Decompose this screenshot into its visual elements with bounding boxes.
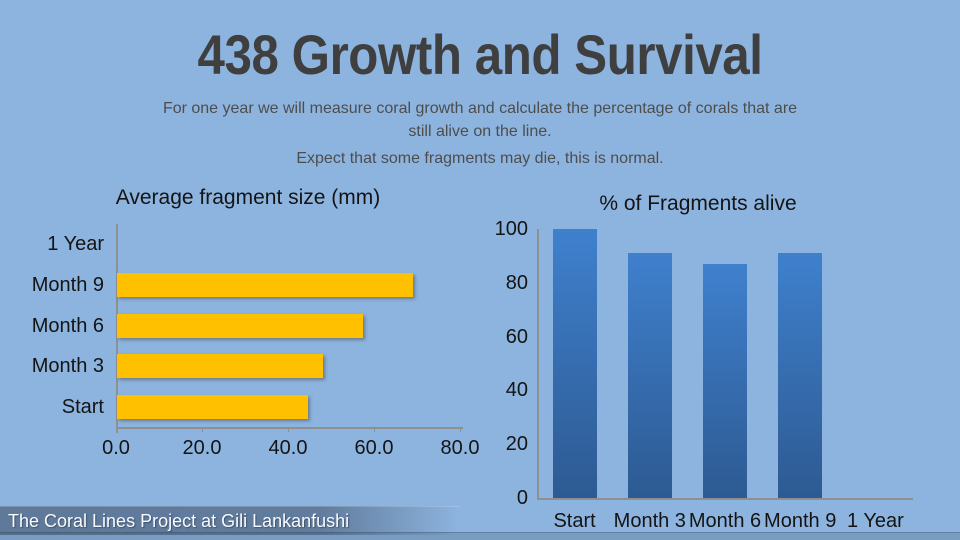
- subtitle-line-2: still alive on the line.: [408, 123, 552, 140]
- x-tick-60-0: [373, 427, 375, 432]
- y-axis-line: [116, 224, 118, 433]
- slide-title: 438 Growth and Survival: [0, 24, 960, 86]
- category-label-start: Start: [553, 510, 596, 532]
- y-tick-label-20: 20: [505, 433, 528, 456]
- chart-percent-fragments-alive: % of Fragments alive 0 20 40 60 80 100 Start Mo…: [478, 192, 918, 538]
- x-axis-line: [116, 427, 463, 429]
- footer-band: The Coral Lines Project at Gili Lankanfu…: [0, 506, 460, 535]
- bar-month-6: [703, 263, 747, 498]
- chart-right-plot: 0 20 40 60 80 100 Start Month 3 Month 6 Month 9 1 …: [478, 192, 918, 538]
- category-label-1-year: 1 Year: [47, 233, 104, 256]
- category-label-month-3: Month 3: [613, 510, 686, 532]
- slide-title-text: 438 Growth and Survival: [197, 23, 763, 86]
- slide-subtitle: For one year we will measure coral growt…: [0, 97, 960, 170]
- y-tick-label-0: 0: [516, 487, 528, 509]
- x-tick-20-0: [201, 427, 203, 432]
- bar-month-3: [627, 253, 672, 498]
- chart-average-fragment-size: Average fragment size (mm) 1 Year Month 9…: [18, 186, 480, 476]
- chart-left-plot: 1 Year Month 9 Month 6 Month 3 Start 0.0 20.0 4…: [18, 186, 479, 476]
- category-label-start: Start: [61, 395, 104, 418]
- category-label-month-3: Month 3: [31, 355, 104, 378]
- chart-right-title: % of Fragments alive: [599, 192, 797, 215]
- y-tick-label-60: 60: [505, 325, 528, 348]
- subtitle-line-3: Expect that some fragments may die, this…: [296, 150, 664, 167]
- y-tick-label-80: 80: [505, 271, 528, 294]
- x-tick-40-0: [287, 427, 289, 432]
- x-tick-label-20-0: 20.0: [182, 437, 222, 459]
- bar-start: [552, 229, 597, 498]
- category-label-month-6: Month 6: [688, 510, 762, 532]
- x-tick-80-0: [459, 427, 461, 432]
- x-tick-label-0-0: 0.0: [102, 437, 130, 459]
- bar-start: [117, 394, 308, 419]
- category-label-month-9: Month 9: [31, 273, 104, 296]
- bar-month-9: [778, 253, 823, 498]
- x-tick-label-60-0: 60.0: [354, 437, 394, 459]
- chart-left-title: Average fragment size (mm): [115, 186, 381, 209]
- y-axis-line: [537, 229, 539, 498]
- bar-month-9: [117, 272, 414, 297]
- x-tick-0-0: [115, 427, 117, 432]
- category-label-1-year: 1 Year: [847, 510, 904, 532]
- x-tick-label-40-0: 40.0: [268, 437, 308, 459]
- category-label-month-9: Month 9: [764, 510, 837, 532]
- bottom-edge-strip: [0, 532, 960, 540]
- y-tick-label-40: 40: [505, 379, 528, 402]
- footer-text: The Coral Lines Project at Gili Lankanfu…: [8, 511, 350, 531]
- bar-month-3: [117, 354, 323, 379]
- x-tick-label-80-0: 80.0: [440, 437, 480, 459]
- y-tick-label-100: 100: [494, 218, 528, 240]
- x-axis-line: [537, 498, 913, 500]
- bar-month-6: [117, 313, 363, 338]
- category-label-month-6: Month 6: [31, 314, 104, 337]
- subtitle-line-1: For one year we will measure coral growt…: [162, 100, 798, 117]
